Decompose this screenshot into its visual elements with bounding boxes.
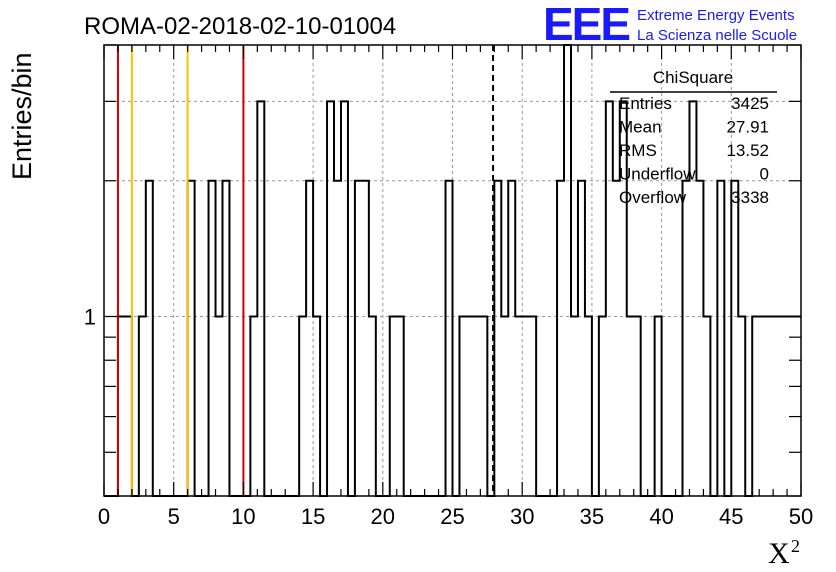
y-axis-label: Entries/bin (7, 52, 37, 180)
stats-row-value: 3425 (731, 94, 769, 113)
x-axis-label-base: X (768, 537, 790, 570)
logo-line-2: La Scienza nelle Scuole (637, 27, 797, 44)
stats-row-label: Mean (619, 118, 662, 137)
stats-row-label: Entries (619, 94, 672, 113)
stats-row-label: Overflow (619, 188, 687, 207)
x-tick-labels: 0 5 10 15 20 25 30 35 40 45 50 (98, 504, 813, 529)
x-tick-label: 35 (580, 504, 604, 529)
x-tick-label: 45 (719, 504, 743, 529)
stats-row-value: 13.52 (726, 141, 769, 160)
eee-logo: EEE Extreme Energy Events La Scienza nel… (543, 0, 797, 50)
stats-rows: Entries 3425 Mean 27.91 RMS 13.52 Underflow 0 Ov… (619, 94, 769, 207)
histogram-outline (104, 44, 801, 497)
stats-row-label: Underflow (619, 165, 696, 184)
stats-title: ChiSquare (653, 68, 733, 87)
logo-line-1: Extreme Energy Events (637, 7, 795, 24)
stats-row-value: 27.91 (726, 118, 769, 137)
stats-row-label: RMS (619, 141, 657, 160)
stats-row-value: 3338 (731, 188, 769, 207)
x-tick-label: 30 (510, 504, 534, 529)
x-axis-label-superscript: 2 (791, 536, 800, 556)
stats-row-value: 0 (760, 165, 769, 184)
stats-box: ChiSquare Entries 3425 Mean 27.91 RMS 13.52 Un… (610, 68, 777, 207)
axes (103, 44, 802, 497)
x-tick-label: 40 (649, 504, 673, 529)
x-tick-label: 10 (231, 504, 255, 529)
chart-title: ROMA-02-2018-02-10-01004 (84, 13, 396, 40)
x-axis-label: X 2 (768, 536, 800, 570)
y-tick-label: 1 (84, 305, 96, 330)
logo-mark: EEE (543, 0, 629, 50)
y-tick-labels: 1 (84, 305, 96, 330)
histogram (104, 44, 801, 497)
x-tick-label: 20 (371, 504, 395, 529)
x-tick-label: 25 (440, 504, 464, 529)
marker-lines (116, 45, 495, 496)
x-tick-label: 50 (789, 504, 813, 529)
x-tick-label: 5 (168, 504, 180, 529)
x-tick-label: 15 (301, 504, 325, 529)
x-tick-label: 0 (98, 504, 110, 529)
